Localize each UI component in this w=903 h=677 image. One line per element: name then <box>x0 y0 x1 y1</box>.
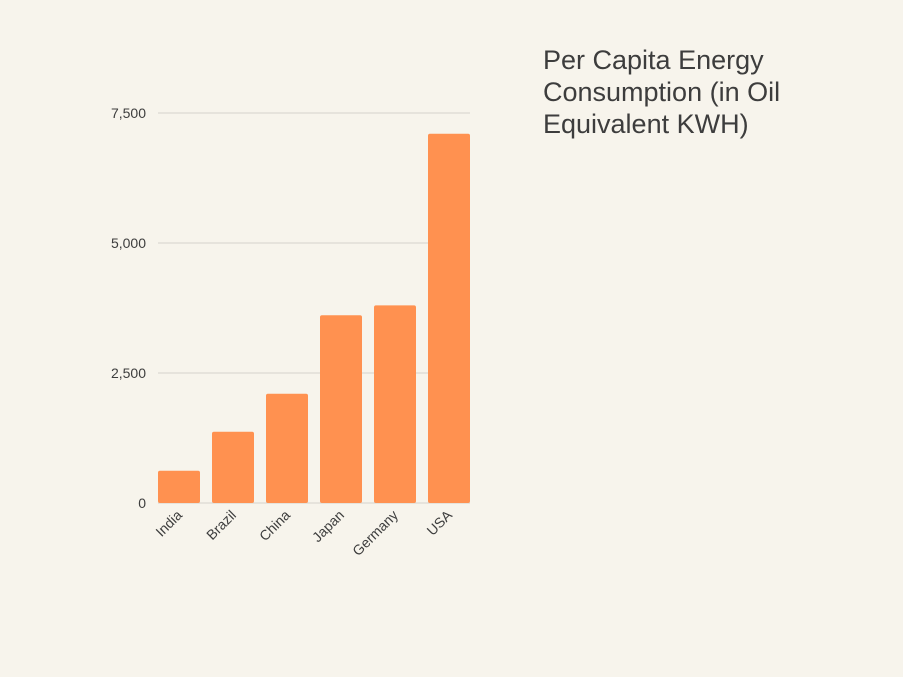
x-tick-label: India <box>152 507 185 540</box>
bar-germany[interactable] <box>374 305 416 503</box>
y-tick-label: 2,500 <box>111 365 146 381</box>
bar-japan[interactable] <box>320 315 362 503</box>
x-tick-label: USA <box>423 506 455 538</box>
y-tick-label: 5,000 <box>111 235 146 251</box>
gridlines <box>158 112 470 504</box>
x-tick-label: China <box>256 507 293 544</box>
y-tick-label: 7,500 <box>111 105 146 121</box>
x-axis-ticks: India Brazil China Japan Germany USA <box>152 506 455 558</box>
bar-india[interactable] <box>158 470 200 503</box>
bar-usa[interactable] <box>428 133 470 504</box>
x-tick-label: Germany <box>349 507 401 559</box>
x-tick-label: Japan <box>309 507 347 545</box>
bar-brazil[interactable] <box>212 431 254 503</box>
bar-china[interactable] <box>266 393 308 503</box>
y-tick-label: 0 <box>138 495 146 511</box>
chart-title: Per Capita Energy Consumption (in Oil Eq… <box>543 45 781 139</box>
y-axis-ticks: 0 2,500 5,000 7,500 <box>111 105 146 511</box>
x-tick-label: Brazil <box>203 507 239 543</box>
bars <box>158 133 470 504</box>
